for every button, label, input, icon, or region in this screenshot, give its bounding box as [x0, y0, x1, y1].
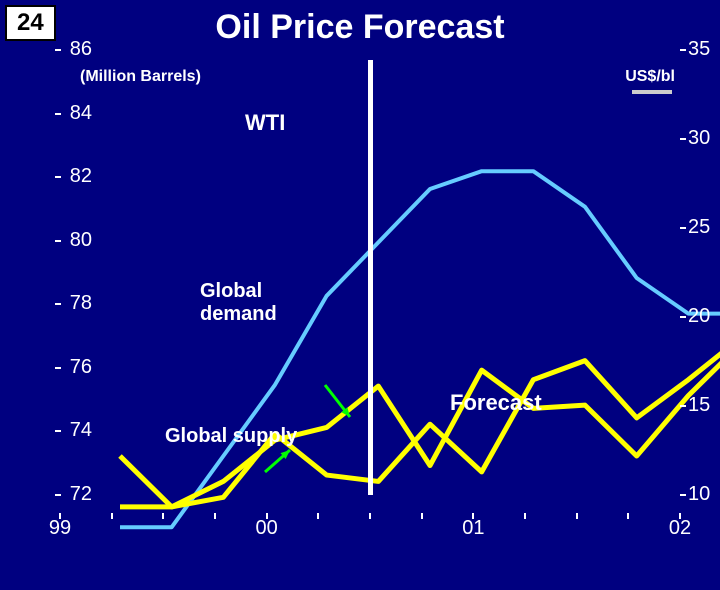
- series-global-supply: [120, 338, 720, 506]
- annotation-wti_label: WTI: [245, 110, 285, 136]
- y-right-label: 35: [688, 38, 720, 61]
- x-label: 99: [40, 517, 80, 540]
- right-axis-marker: [632, 90, 672, 94]
- page-title: Oil Price Forecast: [0, 8, 720, 47]
- y-right-label: 25: [688, 216, 720, 239]
- x-label: 00: [247, 517, 287, 540]
- y-right-label: 20: [688, 305, 720, 328]
- right-axis-title: US$/bl: [625, 68, 675, 86]
- x-label: 02: [660, 517, 700, 540]
- y-right-label: 30: [688, 127, 720, 150]
- forecast-divider: [368, 60, 373, 495]
- annotation-supply_label: Global supply: [165, 425, 297, 448]
- annotation-forecast_label: Forecast: [450, 390, 542, 416]
- series-wti: [120, 171, 720, 527]
- left-axis-title: (Million Barrels): [80, 68, 201, 86]
- y-right-label: 10: [688, 483, 720, 506]
- y-right-label: 15: [688, 394, 720, 417]
- chart-svg: [60, 50, 720, 590]
- x-label: 01: [453, 517, 493, 540]
- annotation-demand_label: Global demand: [200, 280, 277, 326]
